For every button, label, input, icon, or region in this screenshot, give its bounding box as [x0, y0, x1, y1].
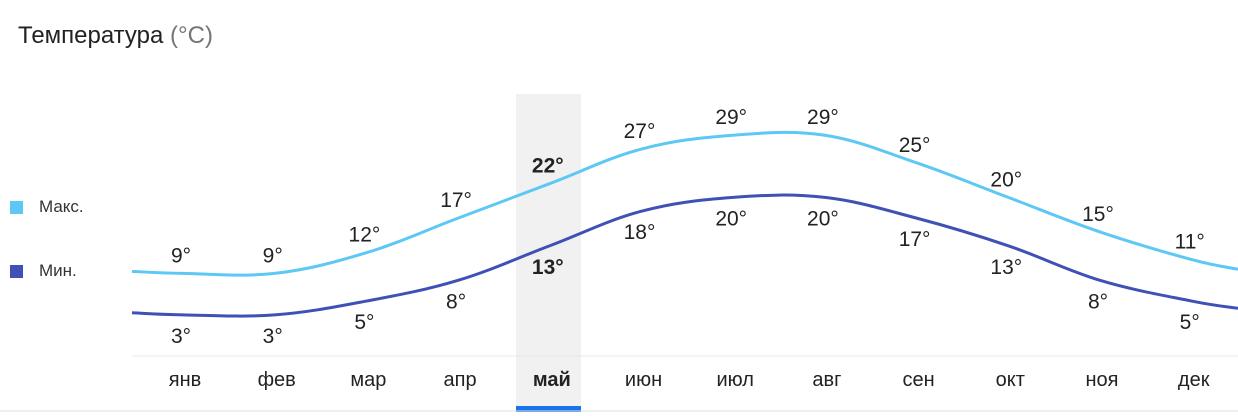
max-value-label-мар: 12°	[349, 224, 381, 247]
max-value-label-ноя: 15°	[1082, 203, 1114, 226]
chart-title: Температура (°C)	[18, 22, 213, 50]
max-value-label-июн: 27°	[624, 120, 656, 143]
max-value-label-фев: 9°	[263, 244, 283, 267]
month-tick-янв[interactable]: янв	[169, 369, 202, 391]
min-value-label-янв: 3°	[171, 325, 191, 348]
min-value-label-мар: 5°	[354, 311, 374, 334]
month-tick-ноя[interactable]: ноя	[1086, 369, 1119, 391]
month-tick-май[interactable]: май	[533, 369, 571, 391]
min-value-label-июн: 18°	[624, 221, 656, 244]
max-value-label-авг: 29°	[807, 106, 839, 129]
month-tick-мар[interactable]: мар	[350, 369, 386, 391]
max-value-label-сен: 25°	[899, 134, 931, 157]
month-tick-авг[interactable]: авг	[812, 369, 841, 391]
month-tick-дек[interactable]: дек	[1178, 369, 1210, 391]
chart-title-text: Температура	[18, 22, 164, 49]
max-value-label-апр: 17°	[440, 189, 472, 212]
series-line-max	[131, 130, 1238, 277]
min-value-label-дек: 5°	[1180, 311, 1200, 334]
selected-month-indicator	[516, 406, 581, 412]
min-value-label-май: 13°	[532, 256, 564, 279]
min-value-label-авг: 20°	[807, 207, 839, 230]
month-tick-сен[interactable]: сен	[903, 369, 935, 391]
legend-item-min[interactable]: Мин.	[10, 261, 77, 281]
max-value-label-янв: 9°	[171, 244, 191, 267]
max-value-label-июл: 29°	[715, 106, 747, 129]
min-value-label-июл: 20°	[715, 207, 747, 230]
max-value-label-окт: 20°	[990, 168, 1022, 191]
month-tick-июл[interactable]: июл	[716, 369, 753, 391]
month-tick-окт[interactable]: окт	[996, 369, 1025, 391]
legend-label-min: Мин.	[39, 261, 77, 280]
legend-swatch-min	[10, 264, 23, 278]
min-value-label-апр: 8°	[446, 290, 466, 313]
chart-title-unit: (°C)	[170, 22, 213, 49]
month-tick-фев[interactable]: фев	[258, 369, 296, 391]
series-line-min	[131, 193, 1238, 318]
min-value-label-ноя: 8°	[1088, 290, 1108, 313]
legend-label-max: Макс.	[39, 197, 84, 216]
month-tick-апр[interactable]: апр	[444, 369, 477, 391]
selected-month-highlight	[516, 94, 581, 412]
min-value-label-сен: 17°	[899, 228, 931, 251]
max-value-label-дек: 11°	[1175, 231, 1205, 254]
legend-swatch-max	[10, 200, 23, 214]
legend-item-max[interactable]: Макс.	[10, 197, 84, 217]
month-tick-июн[interactable]: июн	[625, 369, 662, 391]
min-value-label-окт: 13°	[990, 256, 1022, 279]
min-value-label-фев: 3°	[263, 325, 283, 348]
max-value-label-май: 22°	[532, 155, 564, 178]
